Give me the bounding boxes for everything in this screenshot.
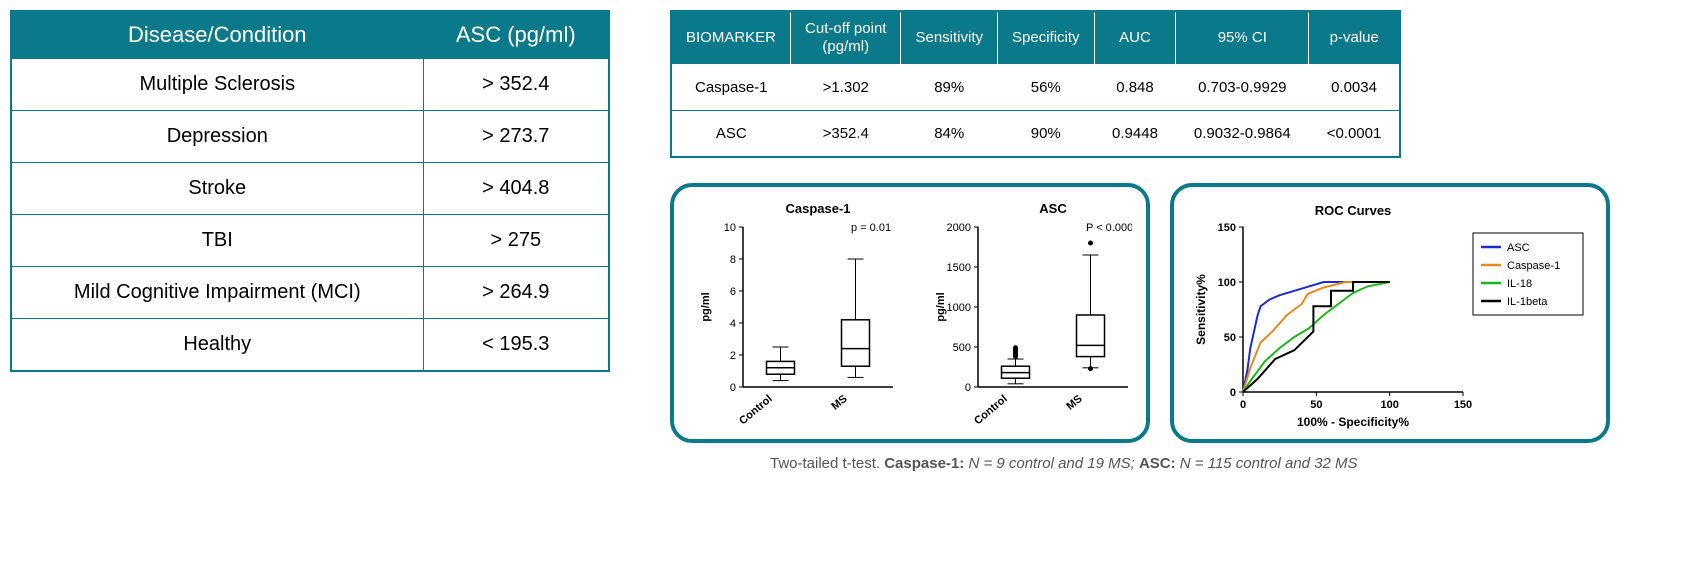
- bio-col-1: Cut-off point(pg/ml): [791, 11, 901, 65]
- bio-cell: >352.4: [791, 111, 901, 158]
- table-row: ASC>352.484%90%0.94480.9032-0.9864<0.000…: [671, 111, 1400, 158]
- col-disease: Disease/Condition: [11, 11, 423, 59]
- svg-text:100: 100: [1380, 399, 1398, 411]
- col-asc: ASC (pg/ml): [423, 11, 609, 59]
- table-row: Healthy< 195.3: [11, 319, 609, 372]
- svg-text:IL-18: IL-18: [1507, 278, 1532, 290]
- cell-asc: > 275: [423, 215, 609, 267]
- svg-text:Caspase-1: Caspase-1: [785, 201, 850, 216]
- svg-text:50: 50: [1224, 332, 1236, 344]
- svg-text:0: 0: [965, 382, 971, 394]
- chart-panels: Caspase-1 0 2 4 6 8 10 pg/ml Control MS p = 0.01 AS…: [670, 183, 1692, 443]
- bio-cell: 90%: [998, 111, 1095, 158]
- cell-asc: > 273.7: [423, 111, 609, 163]
- svg-text:Control: Control: [737, 393, 775, 427]
- table-row: Caspase-1>1.30289%56%0.8480.703-0.99290.…: [671, 65, 1400, 111]
- bio-cell: 56%: [998, 65, 1095, 111]
- svg-text:10: 10: [724, 222, 736, 234]
- svg-text:0: 0: [730, 382, 736, 394]
- footnote-caspase-label: Caspase-1:: [884, 455, 964, 472]
- biomarker-table: BIOMARKERCut-off point(pg/ml)Sensitivity…: [670, 10, 1401, 158]
- bio-cell: 0.0034: [1309, 65, 1401, 111]
- cell-disease: Multiple Sclerosis: [11, 59, 423, 111]
- table-row: Stroke> 404.8: [11, 163, 609, 215]
- cell-disease: Mild Cognitive Impairment (MCI): [11, 267, 423, 319]
- figure-root: Disease/Condition ASC (pg/ml) Multiple S…: [10, 10, 1692, 472]
- svg-text:2: 2: [730, 350, 736, 362]
- svg-text:ASC: ASC: [1507, 242, 1530, 254]
- footnote-prefix: Two-tailed t-test.: [770, 455, 884, 472]
- cell-asc: > 352.4: [423, 59, 609, 111]
- svg-text:6: 6: [730, 286, 736, 298]
- bio-cell: Caspase-1: [671, 65, 791, 111]
- bio-cell: 84%: [901, 111, 998, 158]
- right-column: BIOMARKERCut-off point(pg/ml)Sensitivity…: [650, 10, 1692, 472]
- bio-cell: 0.848: [1094, 65, 1176, 111]
- disease-table-wrap: Disease/Condition ASC (pg/ml) Multiple S…: [10, 10, 610, 372]
- cell-disease: Depression: [11, 111, 423, 163]
- bio-col-2: Sensitivity: [901, 11, 998, 65]
- footnote-caspase-n: N = 9 control and 19 MS;: [968, 455, 1139, 472]
- svg-text:0: 0: [1240, 399, 1246, 411]
- svg-text:100% - Specificity%: 100% - Specificity%: [1297, 415, 1409, 429]
- svg-text:ASC: ASC: [1039, 201, 1067, 216]
- cell-asc: < 195.3: [423, 319, 609, 372]
- svg-text:500: 500: [953, 342, 971, 354]
- table-row: Multiple Sclerosis> 352.4: [11, 59, 609, 111]
- cell-asc: > 404.8: [423, 163, 609, 215]
- svg-text:8: 8: [730, 254, 736, 266]
- bio-col-0: BIOMARKER: [671, 11, 791, 65]
- disease-table: Disease/Condition ASC (pg/ml) Multiple S…: [10, 10, 610, 372]
- footnote-asc-label: ASC:: [1139, 455, 1176, 472]
- footnote: Two-tailed t-test. Caspase-1: N = 9 cont…: [770, 455, 1692, 472]
- bio-cell: <0.0001: [1309, 111, 1401, 158]
- bio-col-3: Specificity: [998, 11, 1095, 65]
- bio-cell: ASC: [671, 111, 791, 158]
- svg-text:1500: 1500: [947, 262, 971, 274]
- cell-asc: > 264.9: [423, 267, 609, 319]
- table-row: Mild Cognitive Impairment (MCI)> 264.9: [11, 267, 609, 319]
- cell-disease: Healthy: [11, 319, 423, 372]
- svg-text:Sensitivity%: Sensitivity%: [1194, 274, 1208, 345]
- bio-col-6: p-value: [1309, 11, 1401, 65]
- svg-text:Caspase-1: Caspase-1: [1507, 260, 1560, 272]
- cell-disease: Stroke: [11, 163, 423, 215]
- roc-panel: ROC Curves 0 50 100 150 0 50 100 150 100% - Speci…: [1170, 183, 1610, 443]
- roc-svg: ROC Curves 0 50 100 150 0 50 100 150 100% - Speci…: [1188, 197, 1608, 437]
- svg-text:ROC Curves: ROC Curves: [1315, 203, 1392, 218]
- svg-text:2000: 2000: [947, 222, 971, 234]
- svg-text:P < 0.0001: P < 0.0001: [1086, 222, 1132, 234]
- boxplot-svg: Caspase-1 0 2 4 6 8 10 pg/ml Control MS p = 0.01 AS…: [688, 197, 1132, 437]
- bio-cell: 0.703-0.9929: [1176, 65, 1309, 111]
- svg-text:50: 50: [1310, 399, 1322, 411]
- bio-cell: 0.9448: [1094, 111, 1176, 158]
- bio-cell: 89%: [901, 65, 998, 111]
- svg-text:100: 100: [1218, 277, 1236, 289]
- bio-cell: >1.302: [791, 65, 901, 111]
- svg-text:150: 150: [1454, 399, 1472, 411]
- bio-col-4: AUC: [1094, 11, 1176, 65]
- bio-col-5: 95% CI: [1176, 11, 1309, 65]
- boxplot-panel: Caspase-1 0 2 4 6 8 10 pg/ml Control MS p = 0.01 AS…: [670, 183, 1150, 443]
- svg-text:MS: MS: [1064, 393, 1084, 413]
- svg-text:pg/ml: pg/ml: [700, 292, 712, 321]
- svg-text:IL-1beta: IL-1beta: [1507, 296, 1548, 308]
- svg-text:pg/ml: pg/ml: [935, 292, 947, 321]
- table-row: Depression> 273.7: [11, 111, 609, 163]
- svg-text:MS: MS: [829, 393, 849, 413]
- svg-text:0: 0: [1230, 387, 1236, 399]
- svg-text:1000: 1000: [947, 302, 971, 314]
- bio-cell: 0.9032-0.9864: [1176, 111, 1309, 158]
- cell-disease: TBI: [11, 215, 423, 267]
- svg-text:4: 4: [730, 318, 736, 330]
- table-row: TBI> 275: [11, 215, 609, 267]
- footnote-asc-n: N = 115 control and 32 MS: [1180, 455, 1358, 472]
- svg-text:Control: Control: [972, 393, 1010, 427]
- svg-text:150: 150: [1218, 222, 1236, 234]
- svg-text:p = 0.01: p = 0.01: [851, 222, 891, 234]
